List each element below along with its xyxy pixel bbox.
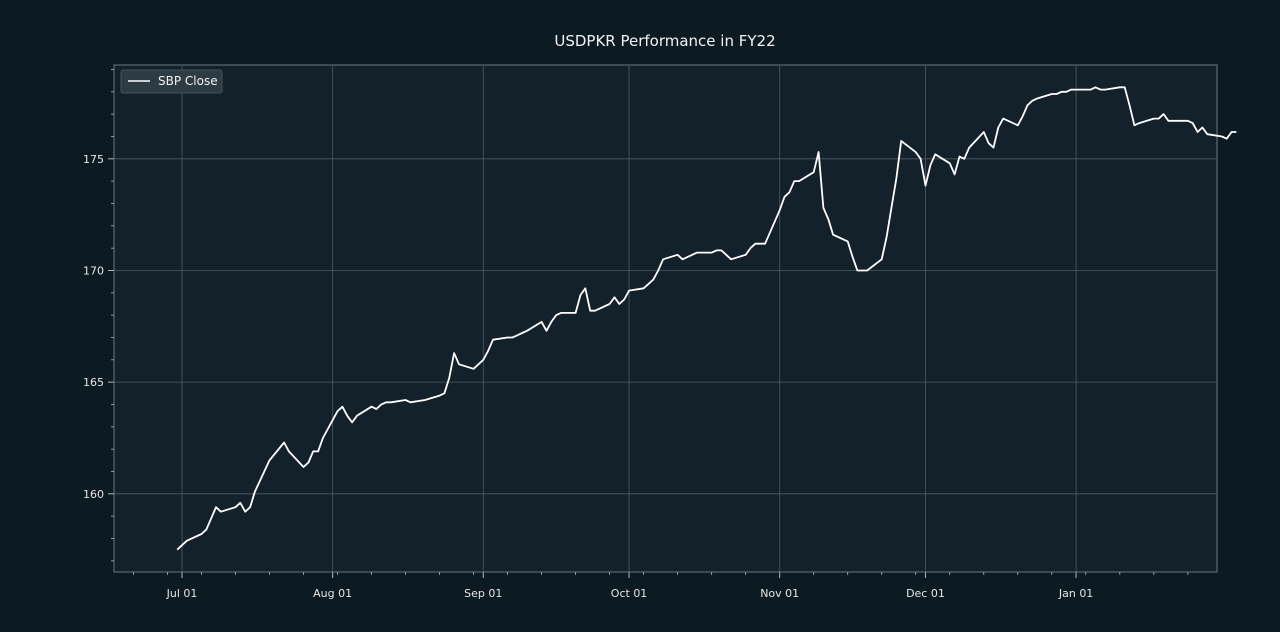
y-tick-label: 165 [83, 376, 104, 389]
series-line-sbp-close [176, 86, 1237, 551]
x-tick-label: Sep 01 [464, 587, 502, 600]
legend-box [120, 69, 223, 94]
y-tick-label: 175 [83, 153, 104, 166]
grid [114, 65, 1217, 572]
x-tick-label: Nov 01 [760, 587, 799, 600]
y-tick-label: 170 [83, 264, 104, 277]
legend: SBP Close [120, 69, 223, 94]
chart-title: USDPKR Performance in FY22 [554, 32, 775, 50]
x-tick-label: Jan 01 [1058, 587, 1093, 600]
x-tick-label: Oct 01 [611, 587, 648, 600]
plot-area [113, 64, 1218, 573]
x-tick-label: Aug 01 [313, 587, 352, 600]
y-tick-label: 160 [83, 488, 104, 501]
axes: 160 165 170 175 Jul 01 Aug 01 Sep 01 Oct 01 Nov … [83, 69, 1189, 600]
legend-label: SBP Close [158, 74, 218, 88]
series-layer [176, 86, 1237, 551]
x-tick-label: Dec 01 [906, 587, 945, 600]
x-tick-label: Jul 01 [166, 587, 198, 600]
